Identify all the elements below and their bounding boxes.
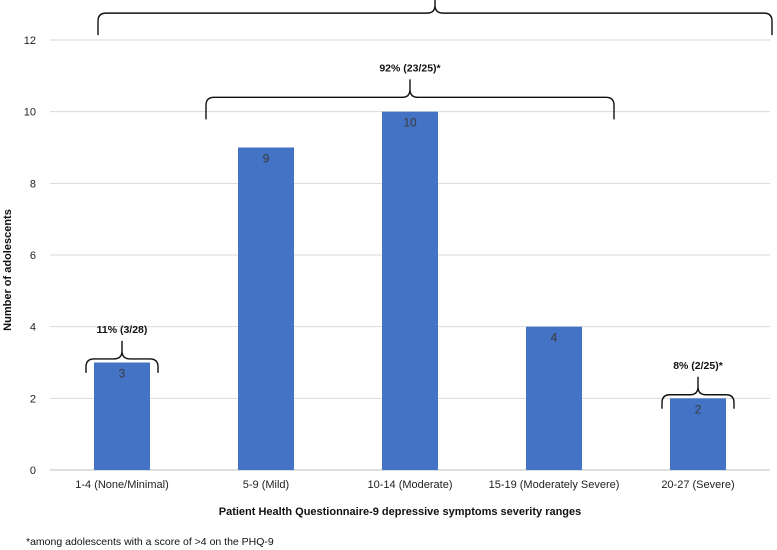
- x-tick-label: 10-14 (Moderate): [368, 479, 453, 491]
- bars: [94, 111, 726, 471]
- annotation-label: 92% (23/25)*: [379, 62, 441, 74]
- footnote: *among adolescents with a score of >4 on…: [26, 536, 274, 548]
- bar: [670, 398, 726, 470]
- x-tick-label: 1-4 (None/Minimal): [75, 479, 169, 491]
- y-tick-label: 12: [24, 35, 36, 47]
- x-axis-ticks: 1-4 (None/Minimal) 5-9 (Mild) 10-14 (Moder…: [75, 479, 734, 491]
- annotation-brace: [205, 79, 615, 120]
- data-label: 4: [551, 331, 558, 345]
- bar: [94, 362, 150, 470]
- x-tick-label: 20-27 (Severe): [661, 479, 734, 491]
- annotation-label: 11% (3/28): [97, 324, 148, 336]
- y-tick-label: 0: [30, 465, 36, 477]
- x-tick-label: 15-19 (Moderately Severe): [489, 479, 620, 491]
- bar: [238, 147, 294, 470]
- y-tick-label: 10: [24, 107, 36, 119]
- x-axis-title: Patient Health Questionnaire-9 depressiv…: [219, 506, 582, 518]
- y-tick-label: 6: [30, 250, 36, 262]
- y-tick-label: 2: [30, 393, 36, 405]
- data-label: 2: [695, 402, 702, 416]
- data-label: 9: [263, 152, 270, 166]
- y-tick-label: 8: [30, 178, 36, 190]
- annotation-brace: [97, 0, 773, 36]
- bar: [382, 111, 438, 471]
- y-tick-label: 4: [30, 322, 36, 334]
- annotation-brace: [661, 376, 735, 409]
- annotation-braces: 89% (25/28)92% (23/25)*11% (3/28)8% (2/2…: [85, 0, 773, 409]
- data-label: 3: [119, 367, 126, 381]
- annotation-label: 8% (2/25)*: [673, 360, 724, 372]
- bar: [526, 326, 582, 470]
- data-labels: 3 9 10 4 2: [119, 116, 702, 417]
- annotation-brace: [85, 340, 159, 373]
- data-label: 10: [403, 116, 417, 130]
- x-tick-label: 5-9 (Mild): [243, 479, 289, 491]
- y-axis-ticks: 0 2 4 6 8 10 12: [24, 35, 36, 477]
- y-axis-title: Number of adolescents: [2, 209, 14, 331]
